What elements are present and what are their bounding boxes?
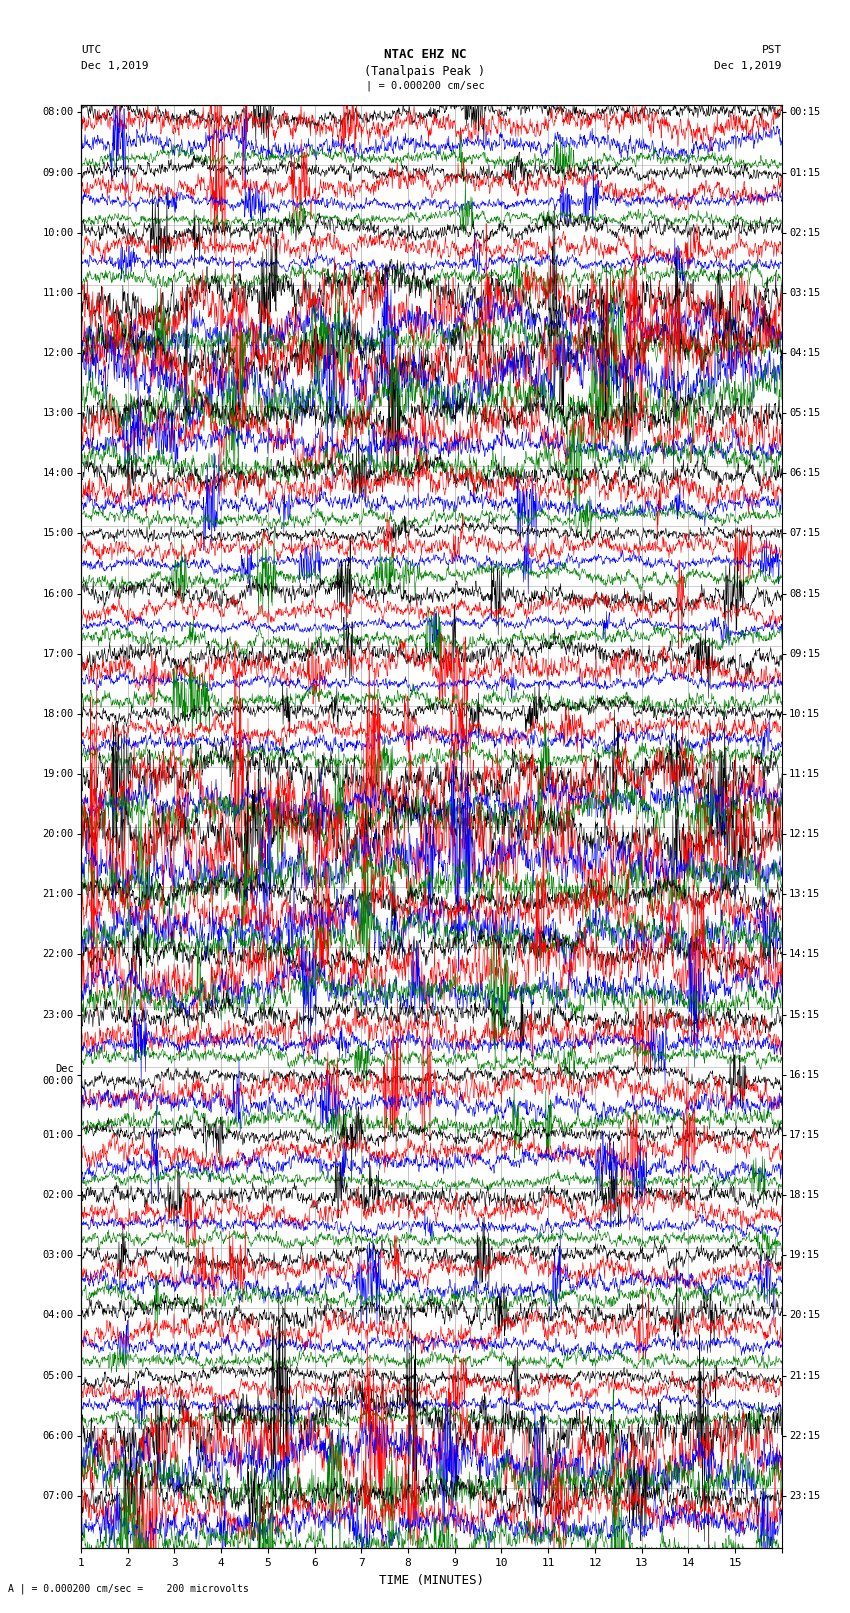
Text: NTAC EHZ NC: NTAC EHZ NC [383,48,467,61]
X-axis label: TIME (MINUTES): TIME (MINUTES) [379,1574,484,1587]
Text: A | = 0.000200 cm/sec =    200 microvolts: A | = 0.000200 cm/sec = 200 microvolts [8,1582,249,1594]
Text: Dec 1,2019: Dec 1,2019 [81,61,148,71]
Text: UTC: UTC [81,45,101,55]
Text: PST: PST [762,45,782,55]
Text: (Tanalpais Peak ): (Tanalpais Peak ) [365,65,485,77]
Text: Dec 1,2019: Dec 1,2019 [715,61,782,71]
Text: | = 0.000200 cm/sec: | = 0.000200 cm/sec [366,81,484,92]
